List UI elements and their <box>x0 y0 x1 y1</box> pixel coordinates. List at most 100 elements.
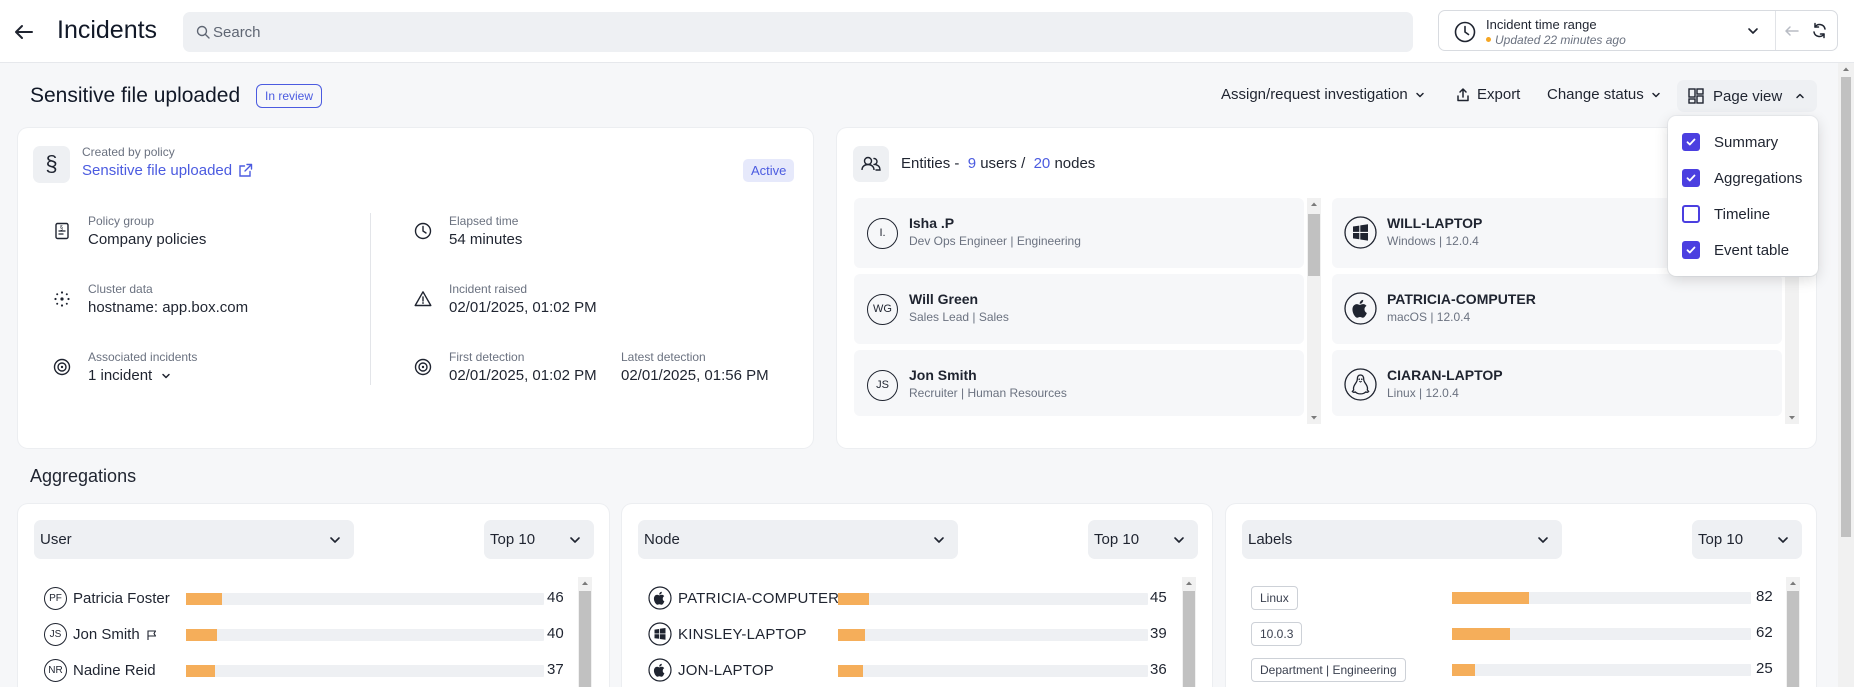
scrollbar-thumb[interactable] <box>579 591 591 687</box>
change-status-button[interactable]: Change status <box>1547 86 1662 103</box>
entity-user-row[interactable]: I. Isha .P Dev Ops Engineer | Engineerin… <box>854 198 1304 268</box>
aggregation-row[interactable]: KINSLEY-LAPTOP 39 <box>648 621 1168 647</box>
checkbox-checked-icon[interactable] <box>1682 241 1700 259</box>
select-value: Labels <box>1248 531 1293 548</box>
bar-fill <box>1452 628 1510 640</box>
scroll-down-icon[interactable] <box>1307 412 1321 424</box>
menu-item-summary[interactable]: Summary <box>1682 132 1778 152</box>
windows-icon <box>648 622 672 646</box>
aggregation-row[interactable]: 10.0.3 62 <box>1251 622 1773 648</box>
entities-title: Entities - 9 users / 20 nodes <box>901 155 1095 172</box>
aggregation-row[interactable]: Department | Engineering 25 <box>1251 658 1773 684</box>
user-role: Dev Ops Engineer | Engineering <box>909 234 1081 248</box>
bar-track <box>1452 592 1751 604</box>
user-name: Jon Smith <box>909 367 977 383</box>
bar-value: 46 <box>547 589 564 606</box>
bar-track <box>186 629 544 641</box>
entity-node-row[interactable]: PATRICIA-COMPUTER macOS | 12.0.4 <box>1332 274 1782 344</box>
elapsed-time-label: Elapsed time <box>449 214 519 228</box>
top-n-select[interactable]: Top 10 <box>1088 520 1198 559</box>
aggregation-row[interactable]: JON-LAPTOP 36 <box>648 657 1168 683</box>
aggregation-user-name: Patricia Foster <box>73 590 170 607</box>
aggregation-row[interactable]: Linux 82 <box>1251 586 1773 612</box>
bar-fill <box>838 593 869 605</box>
node-os: macOS | 12.0.4 <box>1387 310 1471 324</box>
users-scrollbar[interactable] <box>1307 198 1321 424</box>
latest-detection-value: 02/01/2025, 01:56 PM <box>621 367 769 384</box>
bar-value: 37 <box>547 661 564 678</box>
aggregation-field-select[interactable]: Node <box>638 520 958 559</box>
aggregation-scrollbar[interactable] <box>1182 577 1196 687</box>
user-name: Jon Smith <box>73 626 140 643</box>
avatar: WG <box>867 294 898 325</box>
scroll-down-icon[interactable] <box>1785 412 1799 424</box>
bar-value: 40 <box>547 625 564 642</box>
aggregation-field-select[interactable]: Labels <box>1242 520 1562 559</box>
policy-link[interactable]: Sensitive file uploaded <box>82 162 253 179</box>
assign-investigation-button[interactable]: Assign/request investigation <box>1221 86 1426 103</box>
aggregation-scrollbar[interactable] <box>1786 577 1800 687</box>
scrollbar-thumb[interactable] <box>1183 591 1195 687</box>
chevron-down-icon <box>1172 533 1186 547</box>
cluster-data-value: hostname: app.box.com <box>88 299 249 316</box>
aggregation-user-name: Jon Smith <box>73 626 158 643</box>
search-bar[interactable] <box>183 12 1413 52</box>
search-input[interactable] <box>213 12 1393 52</box>
search-icon <box>196 25 210 39</box>
menu-item-timeline[interactable]: Timeline <box>1682 204 1770 224</box>
checkbox-unchecked-icon[interactable] <box>1682 205 1700 223</box>
bar-value: 39 <box>1150 625 1167 642</box>
top-n-select[interactable]: Top 10 <box>484 520 594 559</box>
entity-user-row[interactable]: WG Will Green Sales Lead | Sales <box>854 274 1304 344</box>
elapsed-time-value: 54 minutes <box>449 231 523 248</box>
incident-time-range[interactable]: Incident time range Updated 22 minutes a… <box>1438 10 1838 51</box>
status-dot-icon <box>1486 37 1491 42</box>
checkbox-checked-icon[interactable] <box>1682 133 1700 151</box>
apple-icon <box>648 586 672 610</box>
scroll-up-icon[interactable] <box>1838 63 1854 75</box>
previous-arrow-icon[interactable] <box>1784 23 1800 39</box>
cluster-data-label: Cluster data <box>88 282 153 296</box>
associated-incidents-value: 1 incident <box>88 367 153 384</box>
node-os: Windows | 12.0.4 <box>1387 234 1479 248</box>
bar-track <box>838 593 1148 605</box>
scroll-up-icon[interactable] <box>1786 577 1800 589</box>
first-detection-label: First detection <box>449 350 525 364</box>
bar-fill <box>1452 592 1529 604</box>
page-view-button[interactable]: Page view <box>1677 80 1817 112</box>
aggregations-heading: Aggregations <box>30 466 137 486</box>
scroll-up-icon[interactable] <box>578 577 592 589</box>
refresh-icon[interactable] <box>1811 22 1828 39</box>
scroll-up-icon[interactable] <box>1307 198 1321 210</box>
scrollbar-thumb[interactable] <box>1841 77 1851 537</box>
entity-node-row[interactable]: CIARAN-LAPTOP Linux | 12.0.4 <box>1332 350 1782 416</box>
back-arrow-icon[interactable] <box>12 20 36 44</box>
aggregation-field-select[interactable]: User <box>34 520 354 559</box>
policy-group-value: Company policies <box>88 231 207 248</box>
scrollbar-thumb[interactable] <box>1308 214 1320 276</box>
top-n-select[interactable]: Top 10 <box>1692 520 1802 559</box>
associated-incidents-dropdown[interactable]: 1 incident <box>88 367 172 384</box>
aggregation-row[interactable]: PATRICIA-COMPUTER 45 <box>648 585 1168 611</box>
aggregation-scrollbar[interactable] <box>578 577 592 687</box>
export-button[interactable]: Export <box>1455 86 1520 103</box>
aggregation-row[interactable]: PF Patricia Foster 46 <box>44 585 564 611</box>
entity-user-row[interactable]: JS Jon Smith Recruiter | Human Resources <box>854 350 1304 416</box>
checkbox-checked-icon[interactable] <box>1682 169 1700 187</box>
aggregation-row[interactable]: JS Jon Smith 40 <box>44 621 564 647</box>
page-scrollbar[interactable] <box>1838 63 1854 687</box>
windows-icon <box>1344 216 1377 249</box>
policy-state-badge: Active <box>743 159 795 182</box>
scrollbar-thumb[interactable] <box>1787 591 1799 687</box>
scroll-up-icon[interactable] <box>1182 577 1196 589</box>
warning-icon <box>414 290 432 308</box>
aggregation-row[interactable]: NR Nadine Reid 37 <box>44 657 564 683</box>
user-name: Will Green <box>909 291 979 307</box>
menu-item-event-table[interactable]: Event table <box>1682 240 1789 260</box>
node-name: WILL-LAPTOP <box>1387 215 1483 231</box>
menu-item-aggregations[interactable]: Aggregations <box>1682 168 1802 188</box>
chevron-down-icon[interactable] <box>1746 24 1760 38</box>
clock-icon <box>1454 21 1476 43</box>
menu-item-label: Event table <box>1714 241 1790 259</box>
chevron-down-icon <box>328 533 342 547</box>
